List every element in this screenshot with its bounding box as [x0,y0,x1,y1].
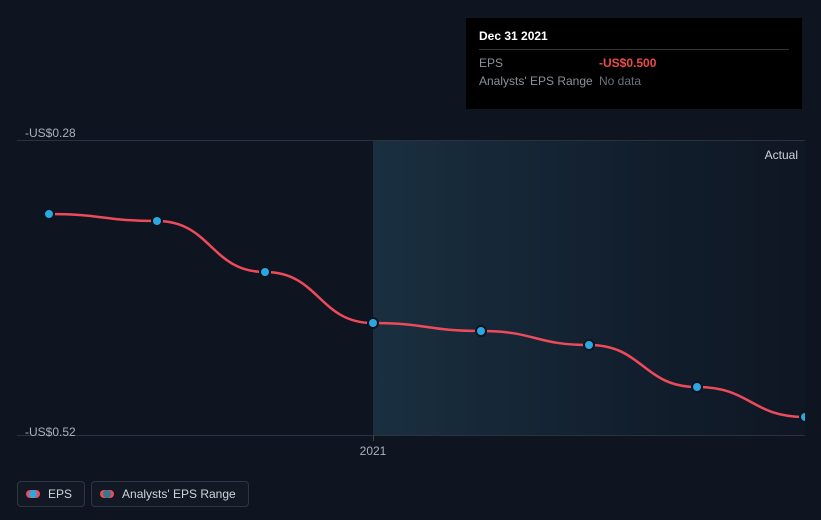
y-axis-label-top: -US$0.28 [25,126,76,140]
legend-label: Analysts' EPS Range [122,487,236,501]
chart-tooltip: Dec 31 2021 EPS -US$0.500 Analysts' EPS … [466,18,802,109]
tooltip-row-label: Analysts' EPS Range [479,74,599,88]
legend-swatch [100,490,114,498]
actual-shaded-region [373,140,805,435]
tooltip-row-eps: EPS -US$0.500 [479,54,789,72]
tooltip-row-value: No data [599,74,641,88]
x-axis-tick [373,435,374,441]
tooltip-date: Dec 31 2021 [479,29,789,50]
gridline-bottom [17,435,805,436]
chart-legend: EPS Analysts' EPS Range [17,481,249,507]
legend-swatch-dot-icon [103,490,111,498]
gridline-top [17,140,805,141]
tooltip-row-range: Analysts' EPS Range No data [479,72,789,90]
legend-label: EPS [48,487,72,501]
tooltip-row-label: EPS [479,56,599,70]
actual-region-label: Actual [765,148,798,162]
legend-swatch-dot-icon [29,490,37,498]
x-axis-tick-label: 2021 [360,444,387,458]
tooltip-row-value: -US$0.500 [599,56,656,70]
legend-swatch [26,490,40,498]
legend-item-eps[interactable]: EPS [17,481,85,507]
legend-item-analysts-range[interactable]: Analysts' EPS Range [91,481,249,507]
y-axis-label-bottom: -US$0.52 [25,425,76,439]
